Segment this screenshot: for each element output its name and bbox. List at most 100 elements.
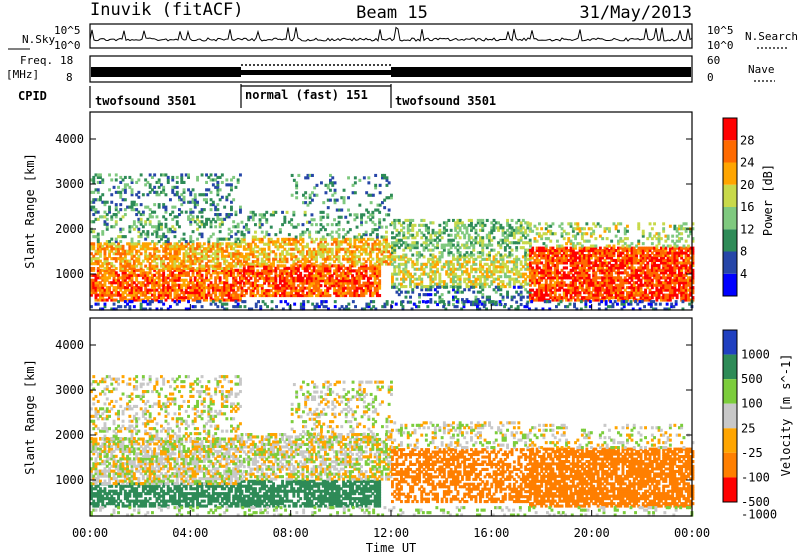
- power-cell: [221, 173, 224, 176]
- power-cell: [329, 199, 332, 202]
- power-cell: [414, 224, 417, 227]
- power-cell: [239, 260, 242, 263]
- power-cell: [308, 231, 311, 234]
- power-cell: [304, 211, 307, 214]
- power-cell: [320, 284, 323, 287]
- power-cell: [354, 181, 357, 184]
- power-cell: [452, 286, 455, 289]
- power-cell: [131, 178, 134, 181]
- power-cell: [472, 286, 475, 289]
- power-cell: [196, 176, 199, 179]
- power-cell: [203, 242, 206, 245]
- power-cell: [385, 226, 388, 229]
- power-cell: [378, 294, 381, 297]
- power-cell: [131, 238, 134, 241]
- power-cell: [247, 228, 250, 231]
- cpid-segment-3: twofsound 3501: [395, 94, 496, 108]
- nave-tick-60: 60: [707, 54, 720, 67]
- power-cell: [390, 194, 393, 197]
- beam-title: Beam 15: [356, 3, 428, 23]
- power-cell: [378, 218, 381, 221]
- power-cell: [119, 208, 122, 211]
- power-cell: [299, 272, 302, 275]
- power-cell: [124, 176, 127, 179]
- power-cell: [343, 196, 346, 199]
- power-cell: [459, 286, 462, 289]
- power-cell: [212, 201, 215, 204]
- power-cell: [371, 258, 374, 261]
- power-cell: [137, 228, 140, 231]
- cpid-segment-2: normal (fast) 151: [245, 88, 368, 102]
- power-cell: [221, 196, 224, 199]
- power-cell: [185, 240, 188, 243]
- power-cell: [192, 230, 195, 233]
- power-cell: [292, 211, 295, 214]
- power-cell: [502, 296, 505, 299]
- power-cell: [331, 176, 334, 179]
- power-cell: [189, 235, 192, 238]
- noise-tick-top-left: 10^5: [54, 24, 81, 37]
- power-cell: [225, 178, 228, 181]
- power-cell: [137, 240, 140, 243]
- power-cell: [520, 260, 523, 263]
- station-title: Inuvik (fitACF): [90, 0, 244, 20]
- power-cell: [383, 206, 386, 209]
- power-cell: [565, 266, 568, 269]
- power-cell: [338, 233, 341, 236]
- power-cell: [391, 231, 394, 234]
- power-cell: [291, 174, 294, 177]
- power-cell: [522, 296, 525, 299]
- power-cell: [124, 213, 127, 216]
- power-cell: [115, 173, 118, 176]
- power-cell: [210, 173, 213, 176]
- power-cell: [358, 179, 361, 182]
- power-cell: [205, 198, 208, 201]
- power-cell: [511, 254, 514, 257]
- power-cell: [484, 224, 487, 227]
- power-cell: [385, 236, 388, 239]
- power-cell: [499, 254, 502, 257]
- power-cell: [347, 176, 350, 179]
- power-cell: [137, 196, 140, 199]
- power-cell: [377, 209, 380, 212]
- power-cell: [333, 218, 336, 221]
- power-cell: [230, 213, 233, 216]
- nsearch-label: N.Search: [745, 30, 798, 43]
- power-cell: [122, 228, 125, 231]
- power-cell: [106, 218, 109, 221]
- power-cell: [349, 228, 352, 231]
- power-cell: [99, 173, 102, 176]
- power-cell: [110, 178, 113, 181]
- power-cell: [237, 223, 240, 226]
- power-cell: [513, 286, 516, 289]
- power-cell: [196, 201, 199, 204]
- power-cell: [356, 213, 359, 216]
- power-cell: [92, 242, 95, 245]
- power-cell: [205, 181, 208, 184]
- power-cell: [286, 211, 289, 214]
- power-cell: [196, 238, 199, 241]
- power-cell: [254, 223, 257, 226]
- power-cell: [201, 274, 204, 277]
- power-cell: [216, 203, 219, 206]
- power-cell: [101, 193, 104, 196]
- power-cell: [388, 181, 391, 184]
- power-cell: [342, 228, 345, 231]
- noise-trace: [90, 27, 692, 41]
- power-cell: [92, 230, 95, 233]
- power-cell: [153, 186, 156, 189]
- power-cell: [274, 211, 277, 214]
- power-cell: [295, 181, 298, 184]
- power-cell: [311, 223, 314, 226]
- power-cell: [445, 283, 448, 286]
- freq-panel: Freq. [MHz] 18 8 60 0 Nave: [6, 54, 775, 84]
- power-cell: [436, 291, 439, 294]
- power-cell: [481, 236, 484, 239]
- power-cell: [254, 231, 257, 234]
- power-cell: [176, 186, 179, 189]
- power-cell: [506, 219, 509, 222]
- power-cell: [365, 221, 368, 224]
- power-cell: [315, 223, 318, 226]
- power-cell: [281, 211, 284, 214]
